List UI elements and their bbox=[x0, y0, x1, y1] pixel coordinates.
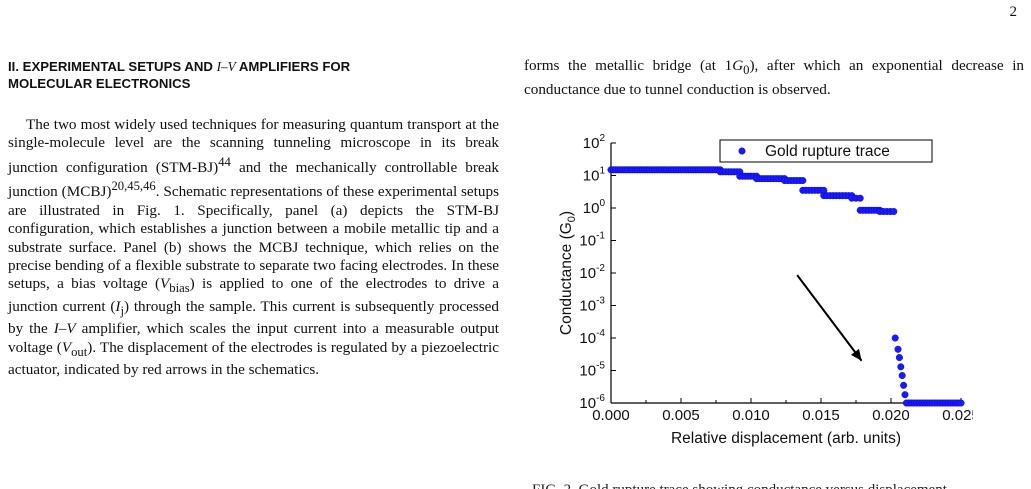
y-tick-label: 100 bbox=[583, 198, 606, 217]
math-var: I–V bbox=[53, 320, 76, 338]
math-sub: j bbox=[120, 303, 124, 318]
section-heading: II. EXPERIMENTAL SETUPS AND I–V AMPLIFIE… bbox=[8, 58, 499, 92]
annotation-arrow-head bbox=[850, 348, 862, 361]
x-tick-label: 0.025 bbox=[942, 407, 973, 424]
legend-label: Gold rupture trace bbox=[765, 143, 890, 160]
x-tick-label: 0.000 bbox=[592, 407, 630, 424]
heading-line2: MOLECULAR ELECTRONICS bbox=[8, 76, 191, 91]
data-point bbox=[799, 177, 807, 185]
math-sub: 0 bbox=[743, 63, 750, 78]
y-tick-label: 101 bbox=[583, 166, 606, 185]
math-var: V bbox=[61, 338, 72, 356]
data-point bbox=[856, 194, 864, 202]
conductance-chart: 0.000 0.005 0.010 0.015 0.020 0.025 102 101 100 1… bbox=[558, 133, 973, 447]
y-tick-label: 10-3 bbox=[579, 296, 605, 315]
legend-marker bbox=[738, 147, 746, 155]
math-sub: out bbox=[71, 344, 88, 359]
text-run: ), after which an exponential decrease i… bbox=[524, 57, 1025, 99]
data-point bbox=[898, 372, 906, 380]
text-run: ) is applied to one of the electrodes to… bbox=[8, 275, 499, 315]
page-number: 2 bbox=[1009, 4, 1018, 20]
text-run: amplifier, which scales the input curren… bbox=[8, 320, 500, 356]
heading-prefix: II. EXPERIMENTAL SETUPS AND bbox=[8, 59, 217, 74]
x-tick-label: 0.005 bbox=[662, 407, 700, 424]
caption-text: FIG. 2. Gold rupture trace showing condu… bbox=[532, 481, 1017, 489]
y-tick-label: 10-4 bbox=[579, 328, 605, 347]
y-tick-label: 102 bbox=[583, 133, 606, 152]
data-point bbox=[900, 381, 908, 389]
data-point bbox=[890, 208, 898, 216]
right-paragraph: forms the metallic bridge (at 1G0), afte… bbox=[524, 56, 1024, 100]
right-column: forms the metallic bridge (at 1G0), afte… bbox=[524, 56, 1024, 100]
x-tick-label: 0.010 bbox=[732, 407, 770, 424]
math-var: V bbox=[160, 275, 170, 293]
text-run: and the mechanically controllable break … bbox=[8, 158, 500, 201]
y-tick-label: 10-2 bbox=[579, 263, 605, 282]
math-var: I bbox=[115, 297, 121, 315]
data-point bbox=[957, 399, 965, 407]
math-sub: bias bbox=[169, 281, 190, 296]
text-run: forms the metallic bridge (at 1 bbox=[524, 57, 733, 74]
data-point bbox=[894, 345, 902, 353]
annotation-arrow-line bbox=[796, 274, 863, 362]
y-axis-label: Conductance (G0) bbox=[558, 211, 578, 335]
text-run: ) through the sample. This current is su… bbox=[8, 297, 499, 338]
x-tick-label: 0.015 bbox=[802, 407, 840, 424]
y-tick-label: 10-5 bbox=[579, 361, 605, 380]
heading-suffix: AMPLIFIERS FOR bbox=[235, 59, 351, 74]
text-run: ). The displacement of the electrodes is… bbox=[8, 338, 499, 379]
data-point bbox=[895, 354, 903, 362]
left-column: II. EXPERIMENTAL SETUPS AND I–V AMPLIFIE… bbox=[8, 58, 499, 380]
citation: 20,45,46 bbox=[111, 179, 156, 194]
math-var: G bbox=[732, 57, 744, 74]
text-run: The two most widely used techniques for … bbox=[8, 116, 499, 176]
x-tick-label: 0.020 bbox=[872, 407, 910, 424]
data-point bbox=[897, 363, 905, 371]
data-point bbox=[891, 334, 899, 342]
data-point bbox=[901, 391, 909, 399]
heading-italic: I–V bbox=[216, 59, 236, 74]
y-tick-label: 10-1 bbox=[579, 231, 605, 250]
figure-caption: FIG. 2. Gold rupture trace showing condu… bbox=[532, 481, 1017, 489]
citation: 44 bbox=[218, 154, 231, 169]
legend-box bbox=[719, 139, 933, 163]
body-paragraph: The two most widely used techniques for … bbox=[8, 116, 499, 380]
text-run: . Schematic representations of these exp… bbox=[8, 183, 499, 293]
x-axis-label: Relative displacement (arb. units) bbox=[671, 430, 901, 447]
